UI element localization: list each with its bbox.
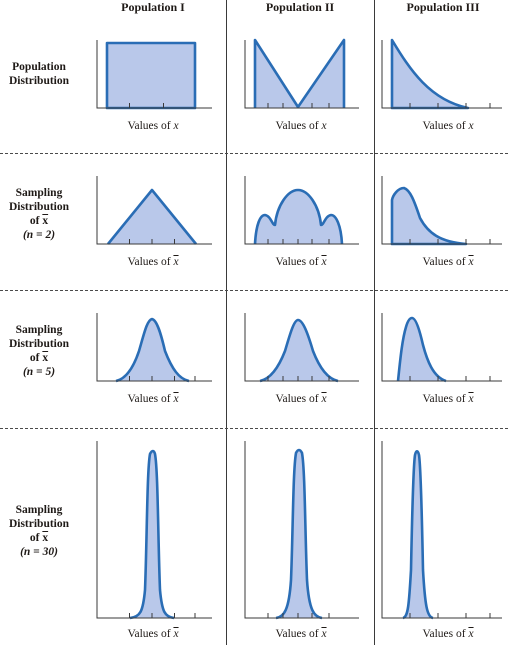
row-label-population: Population Distribution [0,60,78,88]
axis-pop1-row1 [96,40,212,109]
axis-pop3-row1 [381,40,502,109]
row-label-line: Sampling [15,187,63,199]
sampling-n30-pop1-narrow-bell-curve [129,449,175,620]
axis-pop3-row4 [381,441,502,619]
axis-pop1-row4 [96,441,212,619]
axis-label-pop2-row1: Values of x [275,120,327,132]
axis-pop2-row4 [244,441,359,619]
row-divider-1 [0,153,508,154]
row-label-sample-size: (n = 5) [22,366,56,378]
population-1-uniform-curve [105,41,197,110]
row-label-sample-size: (n = 30) [20,546,58,558]
axis-label-pop1-row2: Values of x [127,256,179,268]
axis-label-pop3-row3: Values of x [422,393,474,405]
row-label-line: of x [29,352,49,364]
axis-pop2-row3 [244,313,359,382]
row-label-line: Distribution [8,75,70,87]
row-label-line: Sampling [15,324,63,336]
row-label-line: Distribution [8,518,70,530]
row-label-line: of x [29,215,49,227]
axis-pop3-row3 [381,313,502,382]
row-divider-2 [0,290,508,291]
column-divider-1 [226,0,227,645]
axis-label-pop1-row3: Values of x [127,393,179,405]
sampling-n2-pop1-triangle-curve [106,188,198,245]
column-header-population-1: Population I [121,0,185,14]
row-label-sampling-n5: Sampling Distribution of x (n = 5) [0,323,78,379]
sampling-n30-pop2-narrow-bell-curve [275,448,323,620]
xbar-symbol: x [42,352,49,364]
population-3-exponential-curve [390,38,470,110]
row-label-line: of x [29,532,49,544]
row-divider-3 [0,428,508,429]
axis-pop2-row1 [244,40,359,109]
axis-label-pop3-row2: Values of x [422,256,474,268]
population-2-v-shaped-curve [253,38,346,109]
sampling-n5-pop2-bell-curve [259,318,339,383]
axis-pop3-row2 [381,176,502,245]
column-header-population-2: Population II [265,0,335,14]
axis-label-pop2-row4: Values of x [275,628,327,640]
axis-pop1-row3 [96,313,212,382]
axis-label-pop2-row3: Values of x [275,393,327,405]
row-label-line: Distribution [8,338,70,350]
axis-pop2-row2 [244,176,359,245]
axis-label-pop1-row4: Values of x [127,628,179,640]
row-label-line: Population [12,61,66,73]
row-label-sampling-n30: Sampling Distribution of x (n = 30) [0,503,78,559]
row-label-line: Sampling [15,504,63,516]
sampling-n2-pop2-multimodal-curve [253,188,344,245]
sampling-n5-pop1-bell-curve [115,317,190,383]
axis-label-pop2-row2: Values of x [275,256,327,268]
column-header-population-3: Population III [406,0,480,14]
column-divider-2 [374,0,375,645]
row-label-line: Distribution [8,201,70,213]
sampling-n30-pop3-narrow-bell-curve [402,449,434,620]
xbar-symbol: x [42,215,49,227]
sampling-n5-pop3-skewed-bell-curve [396,316,447,383]
sampling-n2-pop3-skewed-curve [390,186,468,246]
row-label-sample-size: (n = 2) [22,229,56,241]
row-label-sampling-n2: Sampling Distribution of x (n = 2) [0,186,78,242]
axis-label-pop1-row1: Values of x [127,120,179,132]
axis-label-pop3-row4: Values of x [422,628,474,640]
xbar-symbol: x [42,532,49,544]
axis-label-pop3-row1: Values of x [422,120,474,132]
axis-pop1-row2 [96,176,212,245]
